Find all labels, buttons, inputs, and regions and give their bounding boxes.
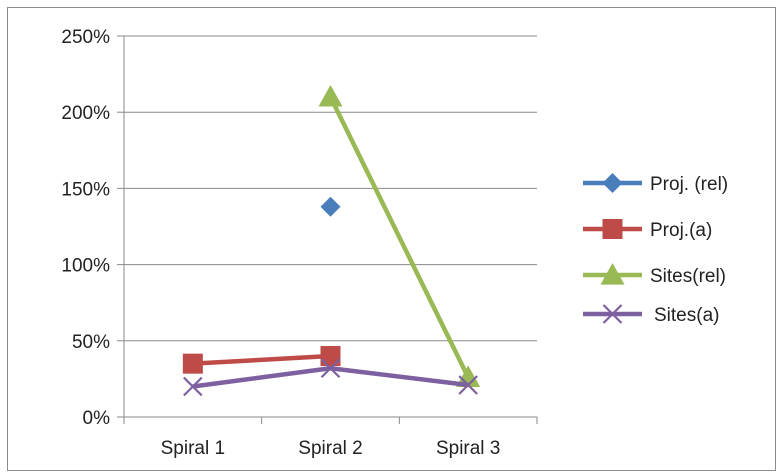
y-tick-label: 0% bbox=[83, 408, 111, 429]
series-3-line bbox=[328, 95, 471, 379]
series-4-point bbox=[458, 375, 478, 395]
y-tick-label: 50% bbox=[72, 332, 110, 353]
legend-item-3-marker bbox=[600, 263, 625, 285]
y-tick-label: 150% bbox=[61, 179, 110, 200]
y-tick-label: 100% bbox=[61, 256, 110, 277]
series-2-point bbox=[320, 346, 341, 367]
x-tick-label: Spiral 1 bbox=[161, 438, 225, 459]
series-4-line bbox=[192, 365, 469, 389]
series-2-point bbox=[182, 353, 203, 374]
y-tick-label: 250% bbox=[61, 27, 110, 48]
x-tick-label: Spiral 3 bbox=[436, 438, 500, 459]
x-tick-label: Spiral 2 bbox=[298, 438, 362, 459]
legend-item-4-label: Sites(a) bbox=[654, 305, 719, 326]
chart-frame: 0% 50% 100% 150% 200% 250% Spiral 1 Spiral 2 Spi… bbox=[7, 7, 776, 471]
line-chart: 0% 50% 100% 150% 200% 250% Spiral 1 Spiral 2 Spi… bbox=[61, 27, 728, 459]
series-2-line bbox=[192, 353, 331, 366]
legend-item-1-marker bbox=[602, 173, 623, 193]
series-3-point bbox=[456, 365, 481, 387]
series-4-point bbox=[320, 358, 341, 379]
legend-item-2-label: Proj.(a) bbox=[650, 220, 712, 241]
legend-item-1-label: Proj. (rel) bbox=[650, 174, 728, 195]
legend-item-4-marker bbox=[602, 304, 623, 324]
legend-item-3-label: Sites(rel) bbox=[650, 266, 726, 287]
series-1-point bbox=[320, 196, 341, 217]
series-3-point bbox=[318, 84, 343, 107]
legend-item-2-marker bbox=[602, 219, 623, 239]
series-4-point bbox=[183, 376, 203, 397]
y-tick-label: 200% bbox=[61, 103, 110, 124]
